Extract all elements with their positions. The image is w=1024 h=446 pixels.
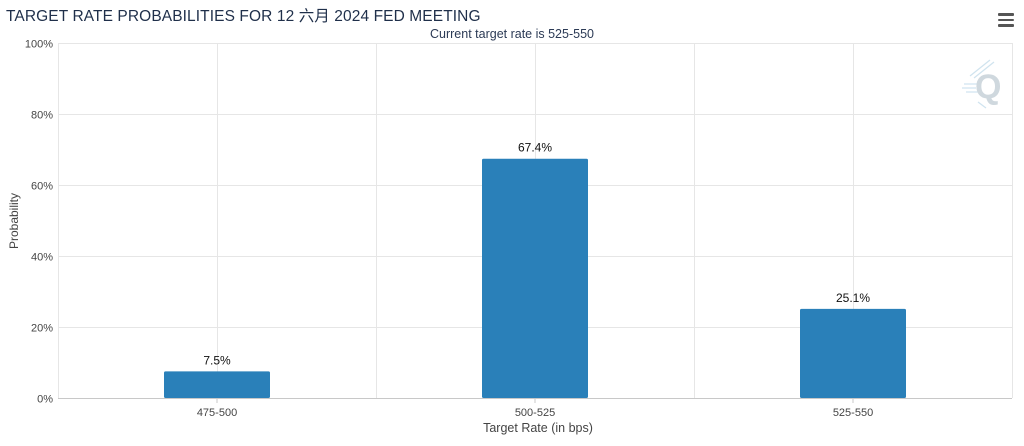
y-tick-label: 60% [31,181,53,193]
x-tick-label: 475-500 [197,407,237,419]
x-axis-label: Target Rate (in bps) [483,421,593,435]
y-tick-label: 100% [25,39,53,51]
y-tick-label: 0% [37,394,53,406]
chart-title: TARGET RATE PROBABILITIES FOR 12 六月 2024… [6,8,481,25]
y-axis-label: Probability [7,193,21,249]
x-tick-label: 525-550 [833,407,873,419]
y-tick-label: 80% [31,110,53,122]
bar-500-525[interactable] [482,158,588,398]
y-tick-label: 40% [31,252,53,264]
y-axis-ticks: 0% 20% 40% 60% 80% 100% [25,39,53,406]
x-axis-ticks: 475-500 500-525 525-550 [197,398,873,419]
data-label: 25.1% [836,291,870,305]
data-label: 67.4% [518,141,552,155]
bar-475-500[interactable] [164,371,270,398]
data-labels: 7.5% 67.4% 25.1% [203,141,870,368]
bars [164,158,906,398]
data-label: 7.5% [203,353,231,367]
x-tick-label: 500-525 [515,407,555,419]
y-tick-label: 20% [31,323,53,335]
hamburger-menu-icon[interactable] [998,13,1014,27]
q-logo-icon: Q [960,54,1010,110]
svg-text:Q: Q [975,68,1001,106]
chart-subtitle: Current target rate is 525-550 [430,27,594,41]
bar-525-550[interactable] [800,308,906,398]
